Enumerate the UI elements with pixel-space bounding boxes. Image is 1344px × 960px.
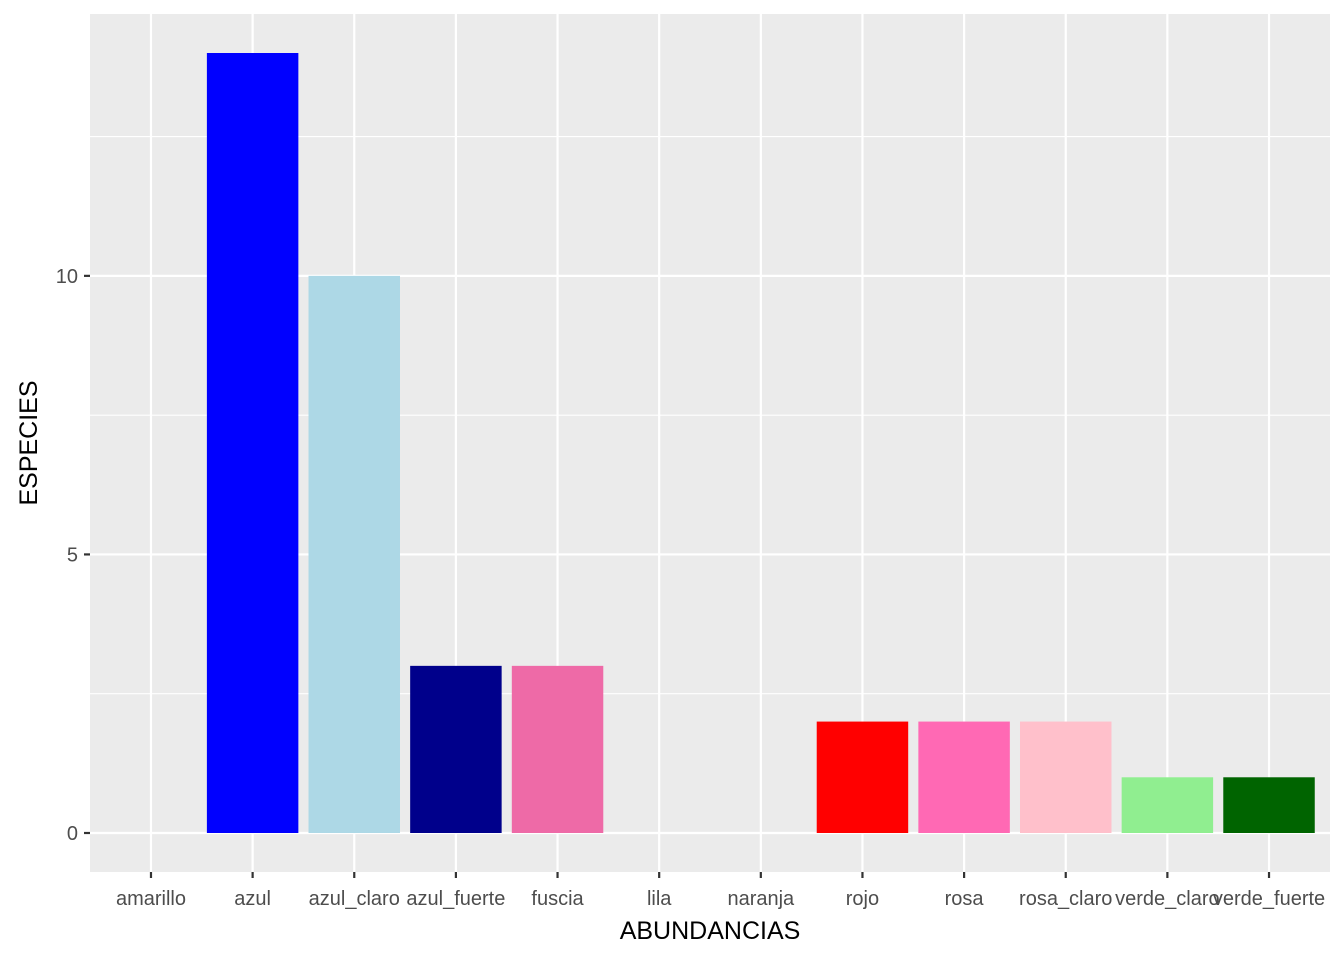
x-tick-label: amarillo <box>116 888 186 910</box>
x-tick-label: azul <box>234 888 271 910</box>
x-axis-title: ABUNDANCIAS <box>620 917 801 945</box>
bar-verde_fuerte <box>1223 777 1315 833</box>
y-tick-label: 5 <box>67 544 78 566</box>
x-tick-label: rosa_claro <box>1019 888 1112 910</box>
bar-rojo <box>816 721 909 833</box>
y-axis-title: ESPECIES <box>15 380 43 505</box>
x-tick-label: lila <box>647 888 672 910</box>
bar-azul_claro <box>308 275 400 833</box>
bar-verde_claro <box>1121 777 1214 833</box>
x-tick-label: azul_claro <box>309 888 400 910</box>
x-tick-label: verde_fuerte <box>1213 888 1325 910</box>
bar-fuscia <box>511 665 604 833</box>
x-tick-label: fuscia <box>531 888 584 910</box>
bars-layer <box>206 53 1315 833</box>
x-axis: amarillo azul azul_claro azul_fuerte fuscia l… <box>116 872 1325 910</box>
bar-azul <box>206 53 299 833</box>
bar-rosa <box>918 721 1010 833</box>
x-tick-label: azul_fuerte <box>406 888 505 910</box>
x-tick-label: verde_claro <box>1115 888 1220 910</box>
y-axis: 0 5 10 <box>56 266 90 845</box>
y-tick-label: 0 <box>67 823 78 845</box>
x-tick-label: rosa <box>945 888 985 910</box>
x-tick-label: rojo <box>846 888 879 910</box>
y-tick-label: 10 <box>56 266 78 288</box>
x-tick-label: naranja <box>727 888 795 910</box>
bar-azul_fuerte <box>410 665 502 833</box>
bar-rosa_claro <box>1020 721 1112 833</box>
